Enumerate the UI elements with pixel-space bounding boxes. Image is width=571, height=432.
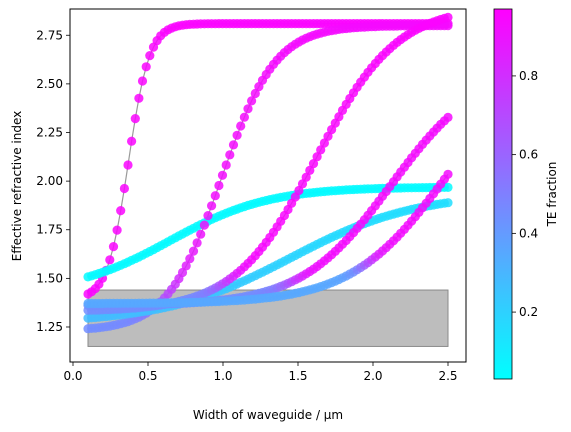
data-point bbox=[196, 229, 206, 239]
data-point bbox=[217, 170, 228, 180]
data-point bbox=[232, 130, 242, 140]
data-point bbox=[127, 136, 137, 146]
x-tick-label: 2.0 bbox=[363, 369, 382, 383]
data-point bbox=[192, 238, 202, 248]
data-point bbox=[301, 172, 311, 182]
data-point bbox=[243, 104, 253, 114]
data-point bbox=[443, 21, 453, 31]
data-point bbox=[443, 112, 453, 122]
data-point bbox=[225, 150, 235, 160]
x-tick-label: 0.0 bbox=[63, 369, 82, 383]
colorbar-label: TE fraction bbox=[545, 162, 559, 228]
data-point bbox=[123, 160, 133, 170]
colorbar-tick-label: 0.8 bbox=[519, 69, 538, 83]
data-point bbox=[116, 206, 126, 216]
series-points bbox=[83, 12, 453, 334]
data-point bbox=[443, 182, 453, 192]
data-point bbox=[443, 198, 453, 208]
y-tick-label: 1.25 bbox=[36, 320, 63, 334]
plot-area bbox=[83, 12, 453, 347]
x-tick-label: 1.0 bbox=[213, 369, 232, 383]
data-point bbox=[145, 51, 155, 61]
data-point bbox=[308, 159, 319, 169]
data-point bbox=[199, 220, 209, 230]
plot-frame bbox=[69, 8, 467, 363]
data-point bbox=[443, 12, 453, 22]
data-point bbox=[185, 254, 195, 264]
x-tick-label: 0.5 bbox=[138, 369, 157, 383]
data-point bbox=[228, 140, 239, 150]
x-tick-label: 2.5 bbox=[438, 369, 457, 383]
colorbar bbox=[493, 8, 513, 380]
y-tick-label: 2.25 bbox=[36, 126, 63, 140]
y-tick-label: 1.75 bbox=[36, 223, 63, 237]
data-point bbox=[207, 201, 217, 211]
data-point bbox=[108, 242, 119, 252]
data-point bbox=[105, 255, 115, 265]
data-point bbox=[247, 96, 257, 106]
x-axis: 0.0 0.5 1.0 1.5 2.0 2.5 bbox=[63, 362, 458, 383]
data-point bbox=[141, 62, 151, 72]
data-point bbox=[134, 93, 144, 103]
x-tick-label: 1.5 bbox=[288, 369, 307, 383]
series-lines bbox=[87, 16, 449, 330]
y-tick-label: 2.75 bbox=[36, 28, 63, 42]
data-point bbox=[236, 121, 246, 131]
data-point bbox=[210, 191, 220, 201]
data-point bbox=[119, 183, 129, 194]
data-point bbox=[239, 112, 249, 122]
data-point bbox=[214, 180, 224, 191]
colorbar-tick-label: 0.4 bbox=[519, 226, 538, 240]
data-point bbox=[188, 246, 199, 256]
data-point bbox=[181, 261, 191, 271]
colorbar-tick-label: 0.6 bbox=[519, 148, 538, 162]
data-point bbox=[250, 88, 260, 99]
y-tick-label: 2.50 bbox=[36, 77, 63, 91]
data-point bbox=[221, 160, 231, 170]
data-point bbox=[112, 225, 122, 235]
y-axis-label: Effective refractive index bbox=[10, 111, 24, 262]
data-point bbox=[305, 165, 315, 175]
colorbar-axis: 0.2 0.4 0.6 0.8 bbox=[512, 69, 538, 319]
y-tick-label: 2.00 bbox=[36, 174, 63, 188]
data-point bbox=[297, 179, 308, 189]
x-axis-label: Width of waveguide / µm bbox=[193, 408, 343, 422]
data-point bbox=[316, 145, 326, 155]
colorbar-tick-label: 0.2 bbox=[519, 305, 538, 319]
y-tick-label: 1.50 bbox=[36, 271, 63, 285]
data-point bbox=[312, 152, 322, 162]
data-point bbox=[137, 76, 148, 86]
data-point bbox=[443, 169, 453, 179]
y-axis: 1.25 1.50 1.75 2.00 2.25 2.50 2.75 bbox=[36, 28, 70, 334]
data-point bbox=[130, 114, 140, 124]
data-point bbox=[203, 211, 213, 221]
